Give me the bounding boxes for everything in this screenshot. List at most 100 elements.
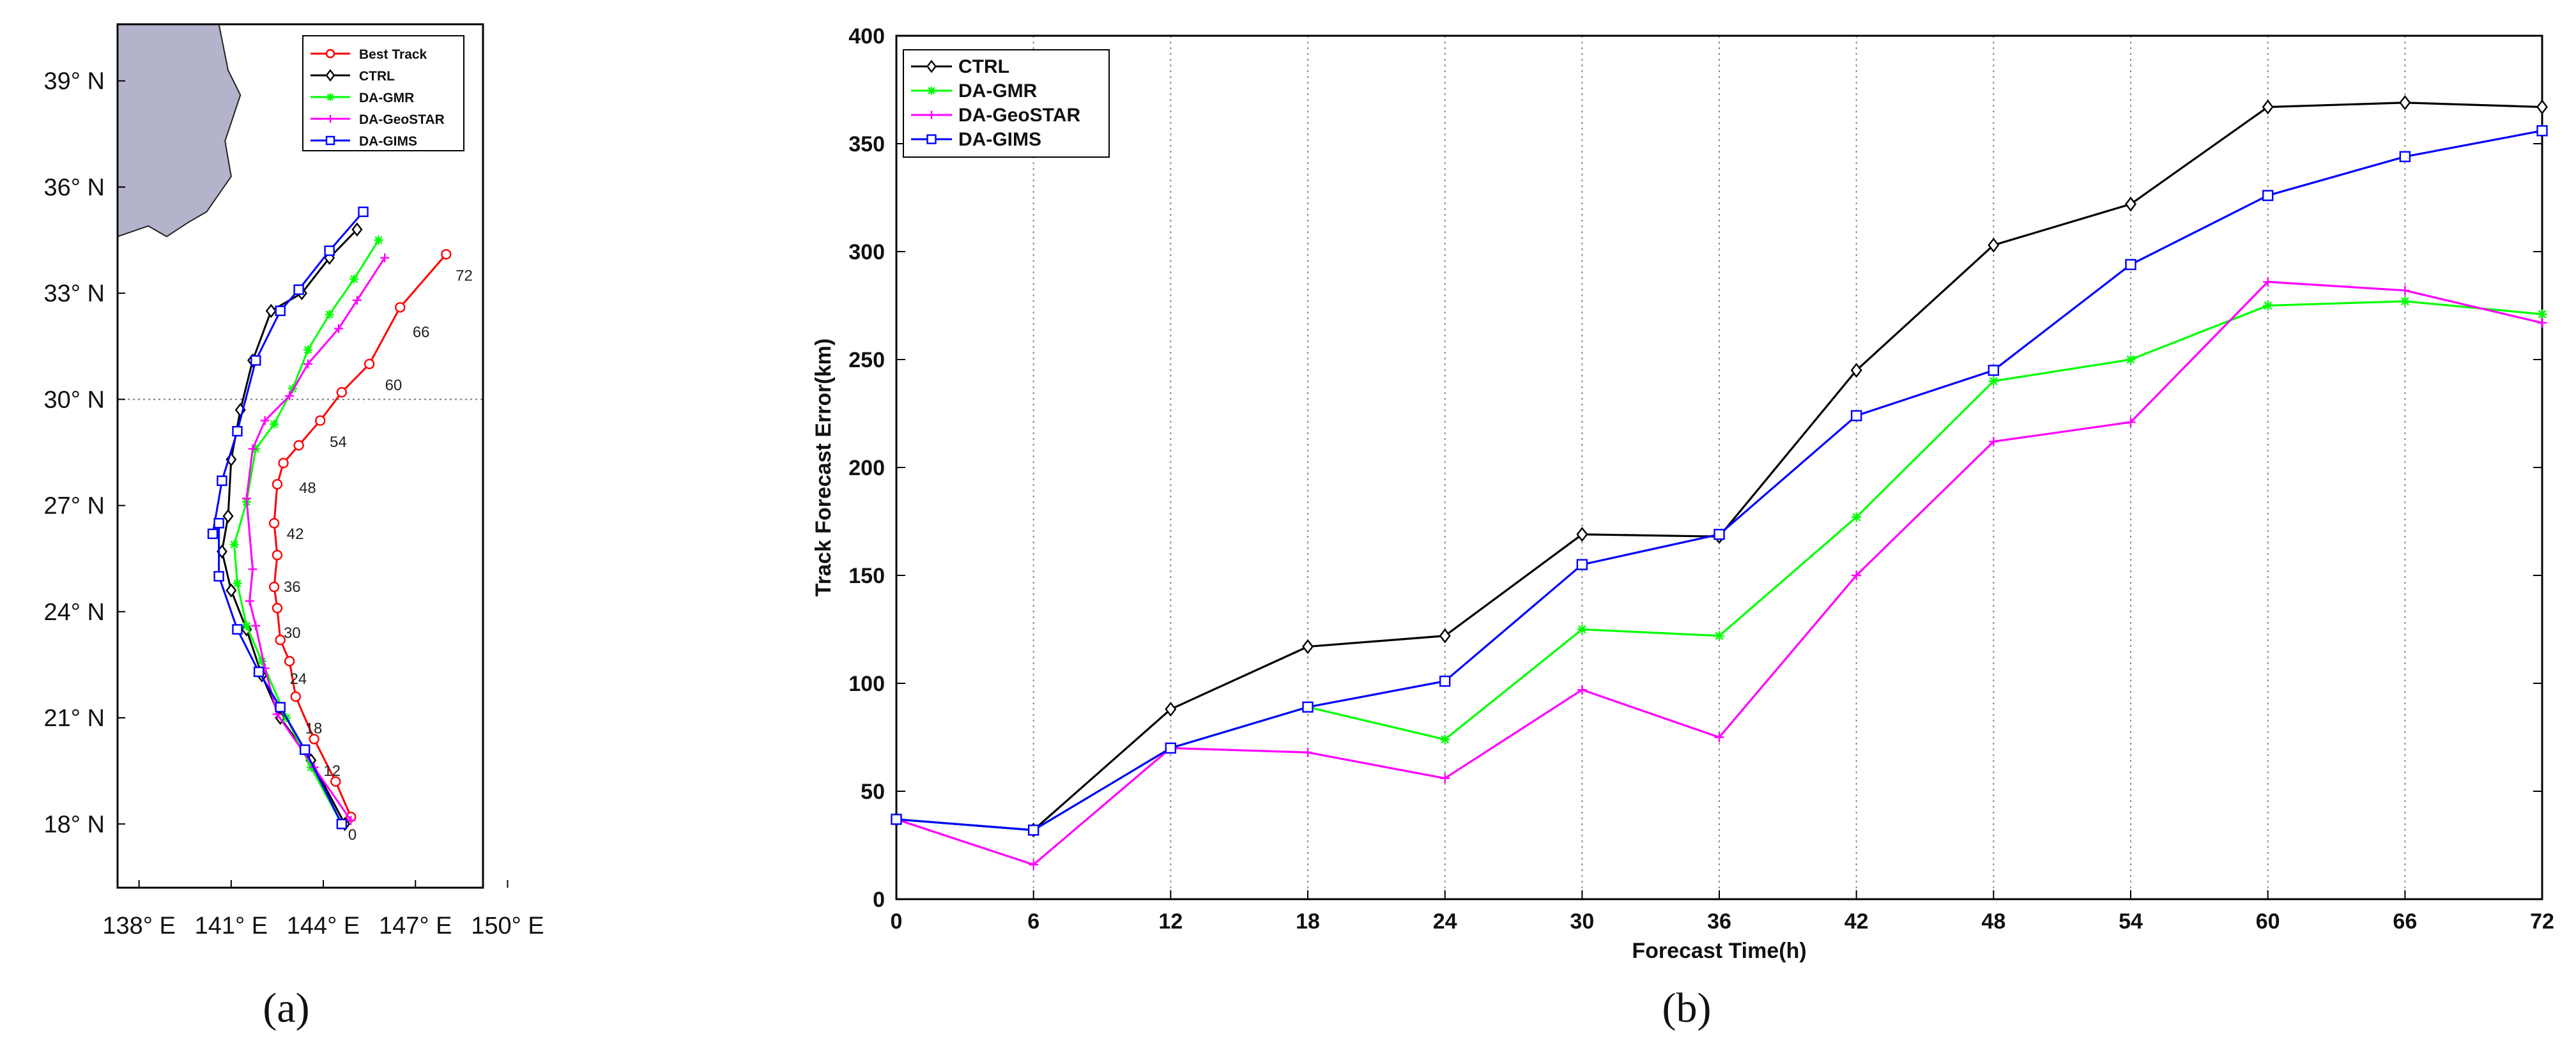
track-point-da-geostar [346, 816, 356, 825]
data-point-ctrl [1576, 527, 1588, 542]
track-best-track [268, 248, 452, 823]
forecast-hour-annotations: 0 12 18 24 30 36 42 48 54 60 66 72 [284, 267, 473, 843]
data-point-da-geostar [1303, 747, 1313, 757]
legend-label-da-geostar: DA-GeoSTAR [359, 112, 445, 127]
data-point-da-gmr [1988, 376, 1998, 386]
data-point-da-gmr [1714, 631, 1724, 641]
track-point-da-gims [336, 819, 348, 830]
track-point-da-gims [358, 206, 369, 217]
series-da-gims [891, 125, 2548, 836]
legend-label-da-geostar: DA-GeoSTAR [958, 105, 1080, 126]
data-point-ctrl [1165, 701, 1177, 717]
y-tick-label: 200 [848, 456, 885, 480]
data-point-da-geostar [1029, 860, 1039, 870]
track-point-best-track [275, 634, 286, 646]
error-chart-legend: CTRL DA-GMR DA-GeoSTAR DA-GIMS [903, 49, 1110, 158]
legend-label-da-gims: DA-GIMS [958, 129, 1041, 150]
x-tick-label: 147° E [379, 913, 452, 939]
track-point-best-track [272, 549, 283, 561]
legend-marker-da-gims [926, 134, 937, 144]
track-point-best-track [268, 518, 280, 529]
data-point-da-geostar [2400, 285, 2410, 296]
track-point-da-gims [275, 702, 286, 713]
track-map-ticks: 18° N 21° N 24° N 27° N 30° N 33° N 36° N 39° N… [44, 68, 544, 939]
track-point-da-gmr [257, 657, 266, 666]
legend-marker-da-gims [325, 135, 335, 146]
forecast-hour-label: 72 [456, 267, 473, 284]
track-point-da-gmr [374, 236, 383, 245]
x-tick-label: 72 [2530, 909, 2554, 934]
data-point-da-gims [1576, 559, 1588, 570]
y-tick-label: 0 [873, 888, 885, 912]
track-point-best-track [309, 734, 319, 745]
forecast-hour-label: 18 [305, 720, 323, 738]
track-point-da-geostar [260, 416, 270, 425]
data-point-da-geostar [1851, 570, 1862, 581]
y-axis-label: Track Forecast Error(km) [811, 338, 836, 596]
data-point-da-gims [2536, 125, 2548, 137]
y-tick-label: 39° N [44, 68, 105, 95]
data-point-da-geostar [2537, 318, 2547, 328]
track-point-da-geostar [303, 359, 313, 368]
forecast-hour-label: 30 [284, 625, 301, 642]
land-layer [118, 24, 241, 238]
data-point-da-gims [1027, 824, 1039, 836]
y-tick-label: 33° N [44, 280, 105, 307]
x-tick-label: 60 [2256, 909, 2280, 934]
legend-marker-da-gmr [326, 93, 334, 101]
x-tick-label: 150° E [471, 913, 544, 939]
track-point-da-gmr [303, 345, 313, 354]
error-chart-grid [1032, 36, 2406, 899]
forecast-hour-label: 36 [284, 579, 301, 596]
data-point-da-gims [1439, 675, 1451, 687]
track-point-da-geostar [251, 621, 261, 630]
data-point-ctrl [1301, 639, 1314, 655]
forecast-hour-label: 42 [287, 526, 304, 543]
track-point-ctrl [222, 509, 234, 524]
data-point-da-geostar [1440, 773, 1450, 784]
track-line-da-gims [211, 211, 364, 824]
track-da-gmr [229, 236, 383, 829]
error-chart-ticks: 0 50 100 150 200 250 300 350 400 0 6 12 18 24 30 36 42 48… [848, 24, 2554, 934]
x-tick-label: 24 [1433, 909, 1457, 934]
y-tick-label: 50 [861, 780, 885, 804]
track-point-da-geostar [245, 596, 254, 606]
forecast-hour-label: 60 [385, 377, 402, 394]
legend-marker-da-geostar [927, 110, 936, 119]
x-tick-label: 30 [1570, 909, 1594, 934]
data-point-da-gims [1165, 742, 1177, 754]
track-da-gims [207, 206, 369, 830]
data-point-ctrl [2399, 95, 2411, 110]
track-point-da-gmr [241, 621, 251, 630]
x-tick-label: 48 [1981, 909, 2005, 934]
y-tick-label: 300 [848, 240, 885, 264]
data-point-da-gmr [1577, 625, 1587, 634]
x-tick-label: 141° E [195, 913, 268, 939]
y-tick-label: 150 [848, 564, 885, 588]
data-point-da-gmr [1440, 734, 1450, 745]
x-tick-label: 138° E [102, 913, 176, 939]
track-da-geostar [241, 253, 390, 825]
y-tick-label: 400 [848, 24, 885, 49]
track-point-da-gims [253, 666, 264, 678]
track-point-da-gims [213, 571, 224, 582]
y-tick-label: 21° N [44, 705, 105, 732]
data-point-da-gmr [2263, 301, 2273, 310]
track-point-best-track [268, 581, 280, 593]
data-point-da-geostar [1577, 685, 1587, 695]
x-tick-label: 144° E [287, 913, 360, 939]
y-tick-label: 18° N [44, 811, 105, 838]
track-point-best-track [441, 248, 452, 260]
track-point-da-geostar [380, 253, 390, 262]
legend-marker-da-gmr [927, 86, 936, 95]
y-tick-label: 30° N [44, 386, 105, 413]
x-axis-label: Forecast Time(h) [1632, 939, 1806, 963]
track-point-da-gims [250, 355, 261, 366]
legend-label-ctrl: CTRL [359, 69, 395, 84]
y-tick-label: 250 [848, 348, 885, 372]
legend-marker-best-track [325, 49, 335, 59]
series-da-geostar [891, 277, 2547, 870]
x-tick-label: 42 [1844, 909, 1869, 934]
track-point-ctrl [226, 583, 237, 598]
